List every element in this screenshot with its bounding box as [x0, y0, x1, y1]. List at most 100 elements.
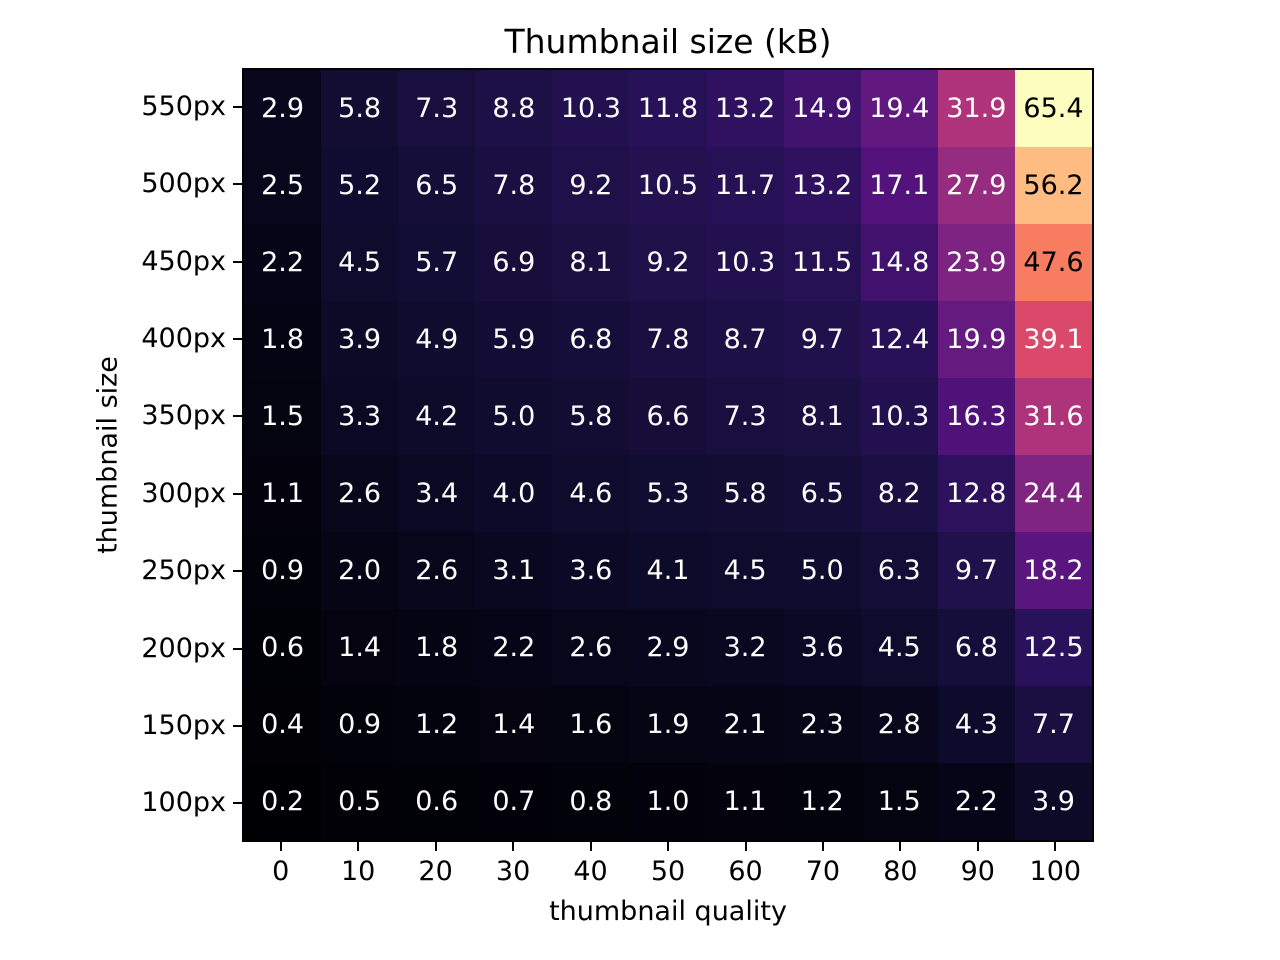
heatmap-cell: 2.2 — [937, 763, 1015, 840]
heatmap-cell: 1.1 — [244, 455, 322, 532]
y-tick-label: 300px — [141, 477, 226, 509]
y-tick-mark — [233, 492, 242, 495]
heatmap-cell: 0.6 — [398, 763, 476, 840]
heatmap-cell: 8.1 — [552, 224, 630, 301]
x-tick-label: 20 — [418, 856, 453, 887]
heatmap-cell: 1.2 — [398, 686, 476, 763]
heatmap-cell: 7.8 — [475, 147, 553, 224]
heatmap-cell: 4.0 — [475, 455, 553, 532]
y-tick-mark — [233, 337, 242, 340]
y-tick-mark — [233, 260, 242, 263]
x-tick-label: 10 — [341, 856, 376, 887]
heatmap-cell: 12.5 — [1014, 609, 1092, 686]
heatmap-cell: 4.2 — [398, 378, 476, 455]
x-tick-label: 70 — [805, 856, 841, 887]
heatmap-cell: 0.7 — [475, 763, 553, 840]
x-tick-mark — [667, 842, 669, 851]
y-tick-mark — [233, 647, 242, 650]
heatmap-cell: 2.2 — [475, 609, 553, 686]
heatmap-cell: 3.6 — [783, 609, 861, 686]
heatmap-cell: 5.0 — [475, 378, 553, 455]
heatmap-cell: 4.3 — [937, 686, 1015, 763]
x-tick-mark — [744, 842, 747, 851]
heatmap-cell: 2.6 — [321, 455, 399, 532]
heatmap-cell: 4.5 — [321, 224, 399, 301]
x-tick-mark — [1054, 842, 1057, 851]
heatmap-cell: 2.2 — [244, 224, 322, 301]
y-tick-mark — [233, 105, 242, 108]
heatmap-cell: 5.8 — [706, 455, 784, 532]
heatmap-cell: 1.8 — [244, 301, 322, 378]
y-tick-mark — [233, 802, 242, 805]
heatmap-cell: 1.5 — [860, 763, 938, 840]
heatmap-cell: 0.5 — [321, 763, 399, 840]
heatmap-cell: 0.6 — [244, 609, 322, 686]
y-tick-mark — [233, 415, 242, 418]
heatmap-cell: 5.0 — [783, 532, 861, 609]
heatmap-cell: 31.6 — [1014, 378, 1092, 455]
heatmap-cell: 10.3 — [860, 378, 938, 455]
heatmap-cell: 14.8 — [860, 224, 938, 301]
heatmap-cell: 2.1 — [706, 686, 784, 763]
y-tick-label: 550px — [141, 90, 226, 122]
heatmap-cell: 5.8 — [552, 378, 630, 455]
heatmap-cell: 5.8 — [321, 70, 399, 147]
heatmap-cell: 8.2 — [860, 455, 938, 532]
x-tick-mark — [899, 842, 902, 851]
y-tick-mark — [233, 183, 242, 186]
heatmap-cell: 13.2 — [783, 147, 861, 224]
heatmap-cell: 4.5 — [706, 532, 784, 609]
heatmap-cell: 1.5 — [244, 378, 322, 455]
heatmap-cell: 0.4 — [244, 686, 322, 763]
x-tick-mark — [589, 842, 592, 851]
heatmap-cell: 4.1 — [629, 532, 707, 609]
heatmap-cell: 39.1 — [1014, 301, 1092, 378]
y-tick-label: 100px — [141, 787, 226, 819]
y-tick-mark — [233, 724, 242, 727]
heatmap-cell: 6.5 — [398, 147, 476, 224]
heatmap-cell: 1.9 — [629, 686, 707, 763]
heatmap-cell: 17.1 — [860, 147, 938, 224]
heatmap-cell: 65.4 — [1014, 70, 1092, 147]
heatmap-cell: 5.3 — [629, 455, 707, 532]
x-tick-label: 50 — [650, 856, 686, 887]
y-tick-label: 250px — [141, 555, 226, 587]
heatmap-cell: 8.7 — [706, 301, 784, 378]
heatmap-cell: 1.2 — [783, 763, 861, 840]
heatmap-cell: 6.6 — [629, 378, 707, 455]
y-tick-label: 400px — [141, 322, 226, 354]
heatmap-cell: 2.9 — [244, 70, 322, 147]
x-tick-label: 0 — [272, 856, 290, 887]
heatmap-cell: 2.0 — [321, 532, 399, 609]
y-tick-label: 450px — [141, 245, 226, 277]
heatmap-cell: 1.0 — [629, 763, 707, 840]
heatmap-cell: 8.8 — [475, 70, 553, 147]
heatmap-cell: 4.5 — [860, 609, 938, 686]
heatmap-cell: 0.9 — [244, 532, 322, 609]
heatmap-cell: 2.8 — [860, 686, 938, 763]
heatmap-cell: 1.1 — [706, 763, 784, 840]
heatmap-cell: 10.3 — [552, 70, 630, 147]
heatmap-cell: 7.3 — [706, 378, 784, 455]
heatmap-cell: 2.6 — [552, 609, 630, 686]
y-tick-label: 150px — [141, 709, 226, 741]
heatmap-cell: 10.3 — [706, 224, 784, 301]
x-tick-label: 100 — [1029, 856, 1082, 887]
heatmap-cell: 5.9 — [475, 301, 553, 378]
x-tick-label: 80 — [883, 856, 918, 887]
heatmap-cell: 2.9 — [629, 609, 707, 686]
heatmap-cell: 6.8 — [552, 301, 630, 378]
heatmap-cell: 19.9 — [937, 301, 1015, 378]
y-tick-mark — [233, 570, 242, 573]
heatmap-cell: 3.1 — [475, 532, 553, 609]
heatmap-cell: 0.2 — [244, 763, 322, 840]
heatmap-cell: 19.4 — [860, 70, 938, 147]
heatmap-cell: 13.2 — [706, 70, 784, 147]
heatmap-cell: 10.5 — [629, 147, 707, 224]
y-tick-label: 500px — [141, 168, 226, 200]
x-tick-mark — [357, 842, 360, 851]
x-axis-label: thumbnail quality — [549, 896, 787, 927]
x-tick-label: 90 — [960, 856, 995, 887]
heatmap-cell: 11.5 — [783, 224, 861, 301]
